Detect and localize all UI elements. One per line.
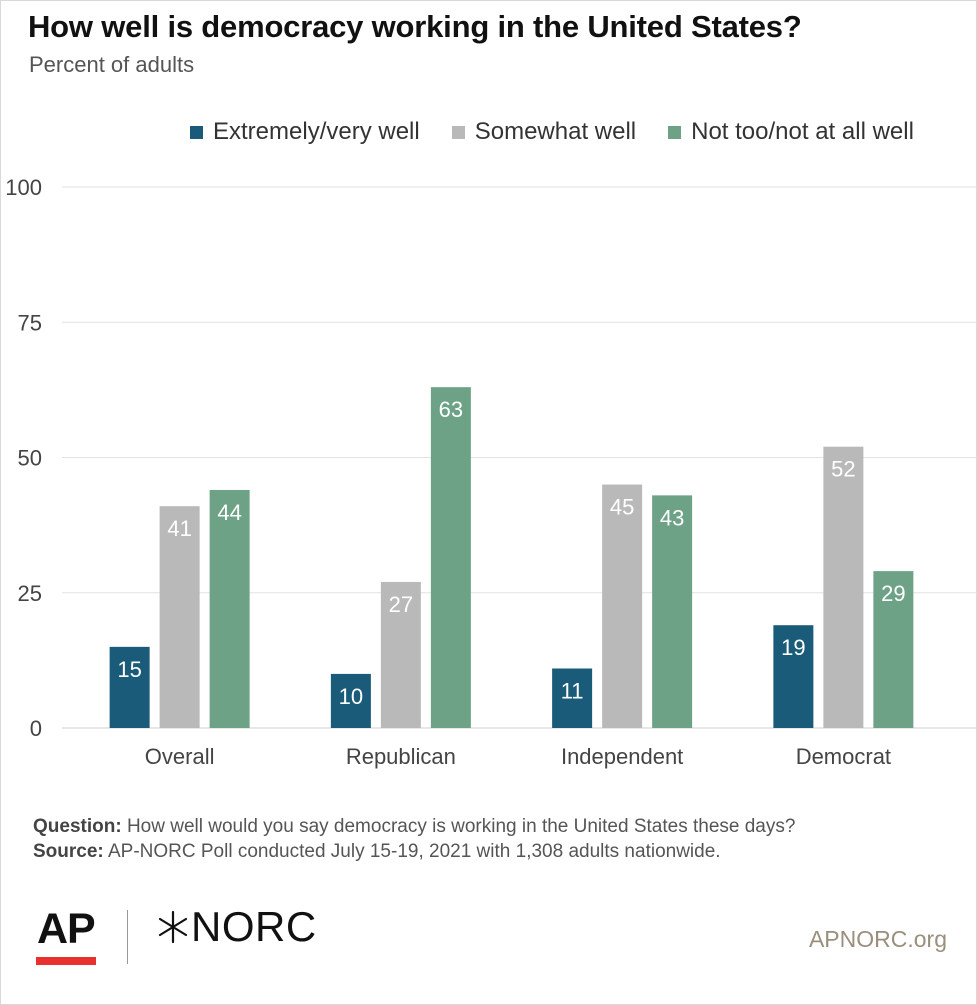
bar [873, 571, 914, 728]
question-label: Question: [33, 816, 122, 837]
source-label: Source: [33, 841, 104, 862]
question-note: Question: How well would you say democra… [33, 816, 795, 838]
data-label: 45 [610, 495, 634, 520]
legend-swatch [190, 125, 203, 139]
ap-logo-underline [36, 957, 96, 965]
bar [159, 506, 200, 728]
y-tick-label: 100 [5, 175, 42, 200]
bar [380, 581, 421, 728]
legend-item-somewhat-well: Somewhat well [451, 118, 637, 146]
norc-star-icon [158, 910, 188, 944]
data-label: 44 [217, 500, 241, 525]
y-tick-label: 75 [18, 310, 42, 335]
question-text: How well would you say democracy is work… [121, 816, 796, 837]
x-category-label: Overall [145, 744, 215, 769]
data-label: 11 [561, 678, 584, 703]
ap-logo: AP [37, 905, 96, 953]
legend-item-not-too-well: Not too/not at all well [668, 118, 914, 146]
y-tick-label: 50 [18, 446, 42, 471]
data-label: 19 [781, 635, 805, 660]
norc-wordmark: NORC [191, 903, 317, 950]
data-label: 43 [660, 505, 684, 530]
legend-label: Not too/not at all well [691, 118, 914, 145]
legend-item-extremely-very-well: Extremely/very well [190, 118, 420, 146]
logo-divider [127, 910, 128, 964]
legend-label: Somewhat well [474, 118, 637, 145]
source-text: AP-NORC Poll conducted July 15-19, 2021 … [103, 841, 721, 862]
norc-logo: NORC [155, 903, 317, 951]
x-category-label: Republican [346, 744, 456, 769]
data-label: 52 [831, 457, 855, 482]
data-label: 41 [167, 516, 191, 541]
chart-subtitle: Percent of adults [29, 52, 195, 77]
bar [773, 625, 814, 728]
y-tick-label: 0 [30, 716, 42, 741]
legend-swatch [451, 125, 465, 139]
data-label: 27 [389, 592, 413, 617]
bar [430, 387, 471, 728]
bar [330, 673, 371, 728]
bar [552, 668, 593, 728]
data-label: 15 [117, 657, 141, 682]
bar-chart: 0 25 50 75 100 15 41 44 Overall 10 27 63 Republican 1… [5, 175, 977, 769]
data-label: 29 [881, 581, 905, 606]
y-tick-label: 25 [18, 581, 42, 606]
data-label: 10 [339, 684, 363, 709]
legend: Extremely/very well Somewhat well Not to… [190, 118, 914, 146]
bar [823, 446, 864, 728]
bar [602, 484, 643, 728]
legend-label: Extremely/very well [213, 118, 420, 145]
source-note: Source: AP-NORC Poll conducted July 15-1… [33, 841, 721, 863]
chart-title: How well is democracy working in the Uni… [28, 9, 802, 44]
bar [652, 495, 693, 728]
legend-swatch [668, 125, 682, 139]
x-category-label: Democrat [796, 744, 891, 769]
bar [209, 489, 250, 728]
bar [109, 646, 150, 728]
x-category-label: Independent [561, 744, 683, 769]
data-label: 63 [439, 397, 463, 422]
website-link[interactable]: APNORC.org [808, 926, 947, 952]
